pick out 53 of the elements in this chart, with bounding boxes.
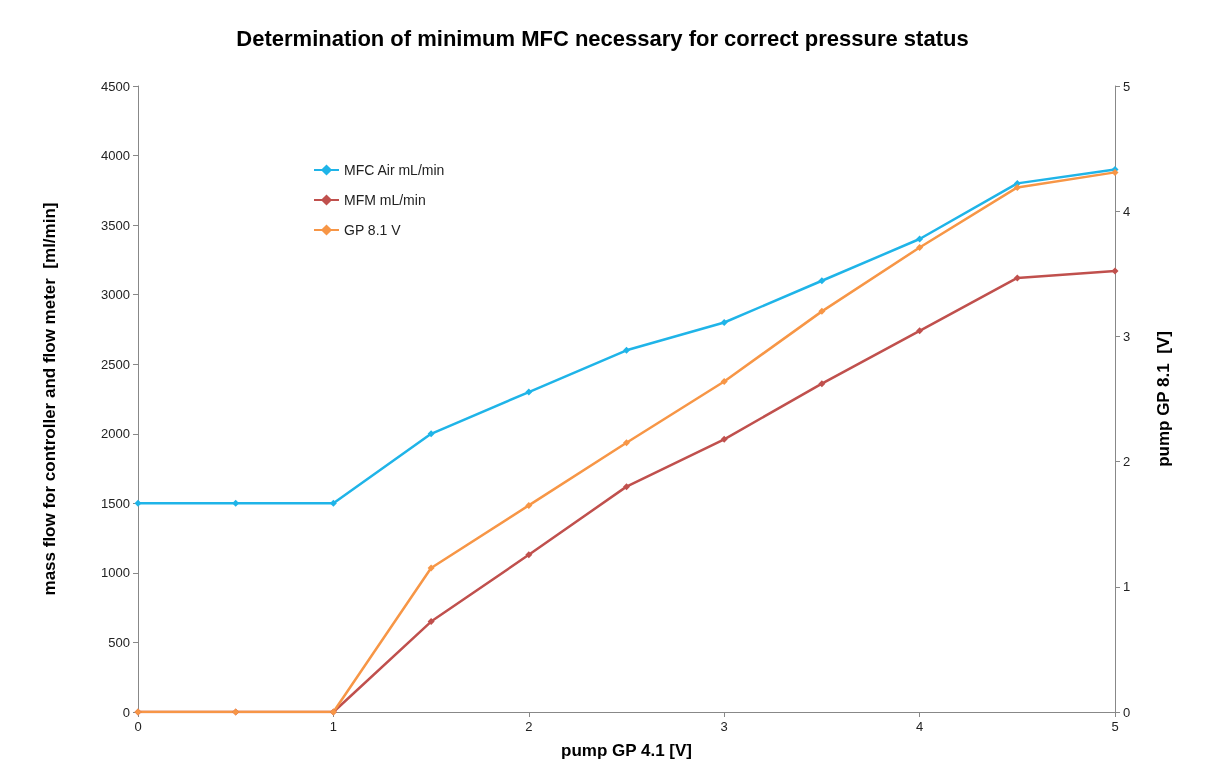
point <box>916 235 924 243</box>
x-tick-label: 5 <box>1111 719 1119 734</box>
point <box>720 377 728 385</box>
point <box>427 618 435 626</box>
point <box>916 244 924 252</box>
x-tick-label: 2 <box>525 719 533 734</box>
y-tick-label: 4500 <box>101 78 130 94</box>
point <box>720 435 728 443</box>
x-tick-label: 0 <box>134 719 142 734</box>
y-tick-label: 2000 <box>101 426 130 442</box>
point <box>1013 183 1021 191</box>
point <box>720 318 728 326</box>
point <box>818 380 826 388</box>
point <box>1111 267 1119 275</box>
y-tick-label: 3500 <box>101 217 130 233</box>
x-tick-label: 3 <box>720 719 728 734</box>
y2-tick-label: 1 <box>1123 579 1131 595</box>
point <box>427 564 435 572</box>
y-axis-title: mass flow for controller and flow meter [ml/min] <box>40 202 59 596</box>
point <box>818 307 826 315</box>
y2-tick-label: 0 <box>1123 704 1131 720</box>
y-tick-label: 0 <box>122 704 130 720</box>
x-tick-label: 4 <box>915 719 924 734</box>
legend-label: MFC Air mL/min <box>344 162 445 178</box>
point <box>134 499 142 507</box>
x-tick-label: 1 <box>329 719 338 734</box>
point <box>525 501 533 509</box>
y-tick-label: 1500 <box>101 495 130 511</box>
chart-title: Determination of minimum MFC necessary for correct pressure status <box>236 25 969 51</box>
point <box>623 483 630 491</box>
point <box>1013 274 1021 282</box>
legend-label: MFM mL/min <box>344 192 426 208</box>
y-tick-label: 500 <box>108 634 130 650</box>
y2-axis-title: pump GP 8.1 [V] <box>1154 331 1173 467</box>
y2-tick-label: 5 <box>1123 78 1131 94</box>
point <box>623 346 630 354</box>
y-tick-label: 4000 <box>101 148 130 164</box>
y-tick-label: 1000 <box>101 565 130 581</box>
y-tick-label: 2500 <box>101 356 130 372</box>
point <box>818 277 826 285</box>
x-axis-title: pump GP 4.1 [V] <box>561 741 692 760</box>
point <box>525 388 533 396</box>
y2-tick-label: 3 <box>1123 328 1131 344</box>
legend-label: GP 8.1 V <box>344 222 402 238</box>
y-tick-label: 3000 <box>101 287 130 303</box>
point <box>329 499 337 507</box>
point <box>916 327 924 335</box>
point <box>427 430 435 438</box>
point <box>623 439 630 447</box>
y2-tick-label: 4 <box>1123 203 1131 219</box>
y2-tick-label: 2 <box>1123 454 1131 470</box>
point <box>232 499 240 507</box>
point <box>525 551 533 559</box>
